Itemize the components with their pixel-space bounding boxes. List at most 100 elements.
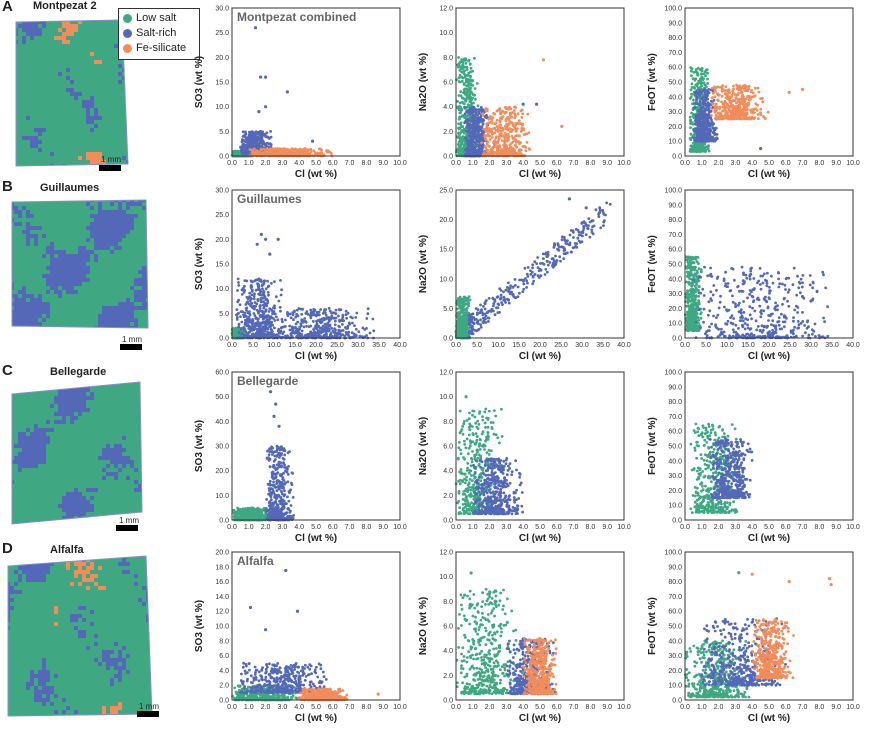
data-point <box>486 132 490 136</box>
data-point <box>527 147 531 151</box>
data-point <box>257 131 260 135</box>
data-point <box>250 301 254 305</box>
data-point <box>232 333 235 336</box>
data-point <box>510 128 514 132</box>
data-point <box>237 284 241 287</box>
data-point <box>711 102 714 106</box>
data-point <box>734 109 738 112</box>
x-tick-label: 10.0 <box>617 160 631 167</box>
x-tick-label: 0.0 <box>227 160 237 167</box>
data-point-outlier <box>521 102 525 106</box>
data-point <box>762 115 766 119</box>
data-point <box>503 134 506 138</box>
data-point <box>240 320 244 324</box>
data-point <box>293 153 297 157</box>
data-point <box>264 320 268 323</box>
data-point <box>457 122 460 126</box>
data-point <box>499 116 503 120</box>
data-point <box>514 114 518 118</box>
data-point <box>496 130 500 133</box>
data-point <box>738 84 742 88</box>
data-point <box>746 117 749 121</box>
data-point <box>240 148 243 151</box>
data-point <box>524 149 528 153</box>
data-point <box>757 90 761 94</box>
x-tick-label: 0.0 <box>451 160 461 167</box>
scale-bar-d <box>137 711 159 717</box>
x-tick-label: 9.0 <box>602 160 612 167</box>
data-point <box>330 326 333 330</box>
data-point <box>241 310 244 313</box>
data-point <box>699 77 702 81</box>
data-point <box>509 151 513 155</box>
data-point <box>312 149 316 153</box>
data-point <box>265 303 268 306</box>
data-point <box>232 327 235 330</box>
data-point <box>284 147 288 151</box>
points <box>230 26 334 158</box>
data-point <box>303 317 307 320</box>
data-point <box>468 118 472 122</box>
data-point <box>250 288 254 292</box>
data-point <box>705 120 709 123</box>
data-point <box>751 91 755 95</box>
data-point <box>344 326 347 329</box>
data-point <box>721 102 725 106</box>
data-point <box>262 291 265 295</box>
data-point <box>497 108 501 112</box>
x-tick-label: 5.0 <box>764 160 774 167</box>
data-point <box>360 335 364 338</box>
data-point <box>285 151 288 155</box>
data-point <box>484 116 488 119</box>
data-point <box>696 132 700 135</box>
data-point <box>701 105 705 109</box>
data-point <box>366 307 370 311</box>
data-point <box>265 148 269 151</box>
data-point <box>306 312 310 316</box>
data-point <box>704 68 708 72</box>
data-point <box>476 127 479 131</box>
data-point <box>263 329 267 332</box>
data-point <box>702 102 705 105</box>
data-point <box>699 81 703 85</box>
data-point <box>463 115 466 119</box>
x-tick-label: 5.0 <box>311 160 321 167</box>
data-point <box>690 111 693 115</box>
data-point <box>477 108 481 111</box>
data-point <box>266 301 270 304</box>
y-tick-label: 10.0 <box>439 30 453 37</box>
data-point <box>706 136 710 140</box>
data-point <box>277 299 281 303</box>
data-point <box>500 153 504 157</box>
data-point <box>745 85 748 88</box>
data-point <box>725 92 729 96</box>
data-point <box>511 140 515 144</box>
data-point <box>705 95 709 99</box>
data-point <box>457 63 461 66</box>
data-point <box>511 122 514 125</box>
data-point <box>696 66 700 70</box>
data-point <box>357 330 361 334</box>
x-tick-label: 8.0 <box>362 160 372 167</box>
data-point <box>351 321 354 325</box>
data-point <box>501 139 504 143</box>
data-point <box>244 303 248 306</box>
data-point <box>713 110 717 114</box>
data-point <box>753 94 757 98</box>
scatter-plot-a-3: 0.0 1.0 2.0 3.0 4.0 5.0 6.0 7.0 8.0 9.0 10.00.010.… <box>647 6 860 181</box>
data-point-outlier <box>541 58 545 62</box>
data-point <box>523 144 526 148</box>
data-point <box>253 301 257 304</box>
data-point <box>708 134 712 138</box>
data-point <box>242 326 246 330</box>
data-point <box>713 95 717 99</box>
data-point <box>489 120 493 124</box>
data-point <box>464 80 468 84</box>
data-point <box>515 127 519 131</box>
data-point <box>255 142 259 145</box>
data-point <box>473 146 477 150</box>
data-point <box>484 138 488 142</box>
data-point <box>485 142 489 146</box>
data-point <box>242 289 246 293</box>
data-point <box>756 113 760 116</box>
